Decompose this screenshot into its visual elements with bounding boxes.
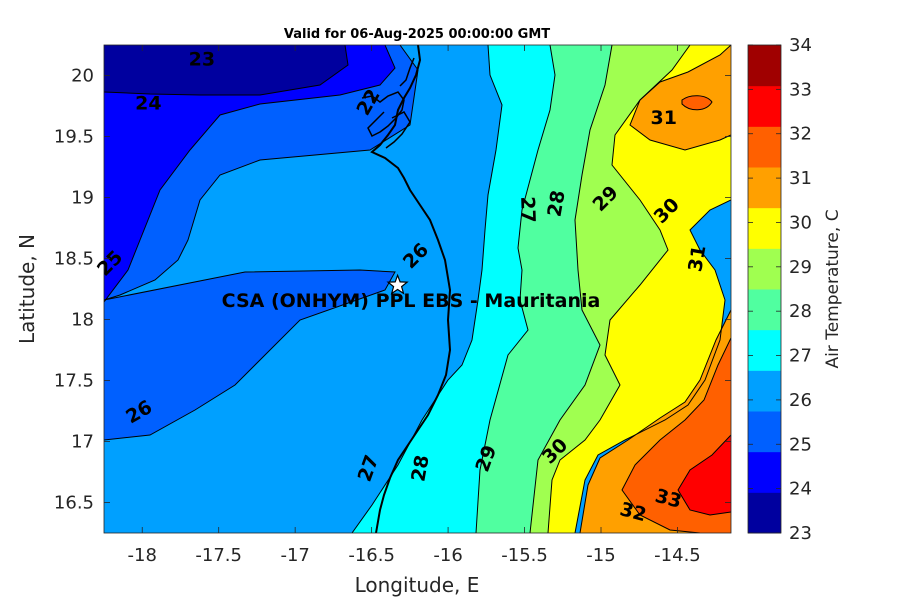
band-27-28 (352, 45, 555, 533)
colorbar-tick-label: 32 (789, 124, 812, 145)
x-tick-label: -16.5 (348, 545, 395, 566)
colorbar-tick-label: 34 (789, 35, 812, 56)
band-30-31 (548, 45, 731, 533)
colorbar-tick-label: 27 (789, 346, 812, 367)
colorbar-tick-label: 28 (789, 301, 812, 322)
band-33-34 (678, 435, 731, 515)
x-tick-label: -14.5 (654, 545, 701, 566)
band-28-29 (476, 45, 612, 533)
y-tick-label: 17 (71, 432, 94, 453)
band-29-30 (530, 45, 690, 533)
colorbar-swatch (748, 85, 781, 127)
y-tick-label: 19.5 (54, 127, 94, 148)
colorbar-tick-label: 23 (789, 523, 812, 544)
map-title: Valid for 06-Aug-2025 00:00:00 GMT (284, 27, 550, 42)
x-tick-label: -15 (586, 545, 615, 566)
contour-label: 31 (684, 244, 710, 274)
colorbar-frame (747, 44, 782, 534)
colorbar-tick-label: 26 (789, 390, 812, 411)
colorbar-tick-label: 33 (789, 79, 812, 100)
colorbar-swatch (748, 248, 781, 290)
contour-lines (104, 45, 731, 533)
colorbar-swatch (748, 492, 781, 534)
colorbar-swatch (748, 411, 781, 453)
band-25-26-south (104, 270, 395, 440)
star-icon (386, 273, 409, 295)
x-tick-label: -15.5 (501, 545, 548, 566)
band-32-33 (682, 95, 712, 110)
band-24-25 (104, 45, 395, 302)
colorbar-label: Air Temperature, C (823, 209, 843, 368)
coastline (370, 45, 452, 533)
band-31-32 (630, 45, 731, 150)
colorbar-swatch (748, 329, 781, 371)
x-axis-ticks: -18 -17.5 -17 -16.5 -16 -15.5 -15 -14.5 (128, 45, 701, 566)
colorbar-swatch (748, 370, 781, 412)
colorbar-tick-label: 25 (789, 434, 812, 455)
colorbar-tick-label: 24 (789, 479, 812, 500)
colorbar-tick-label: 29 (789, 257, 812, 278)
y-axis-label: Latitude, N (15, 234, 39, 344)
colorbar-swatch (748, 207, 781, 249)
contour-label: 28 (407, 453, 433, 483)
site-label: CSA (ONHYM) PPL EBS - Mauritania (222, 290, 601, 312)
x-tick-label: -17 (280, 545, 309, 566)
y-tick-label: 19 (71, 188, 94, 209)
colorbar-swatch (748, 45, 781, 87)
colorbar-tick-label: 31 (789, 168, 812, 189)
contour-fill (104, 45, 731, 533)
colorbar-swatch (748, 289, 781, 331)
x-tick-label: -18 (128, 545, 157, 566)
contour-label: 23 (189, 49, 215, 71)
colorbar-swatch (748, 126, 781, 168)
contour-label: 27 (516, 196, 539, 223)
x-tick-label: -17.5 (195, 545, 242, 566)
y-tick-label: 17.5 (54, 371, 94, 392)
colorbar-swatch (748, 451, 781, 493)
colorbar-swatch (748, 167, 781, 209)
contour-label: 31 (650, 107, 676, 129)
map-axes-frame (103, 44, 732, 534)
band-23-24 (104, 45, 348, 95)
colorbar: 23 24 25 26 27 28 29 30 31 32 33 34 (747, 35, 812, 544)
y-tick-label: 18.5 (54, 249, 94, 270)
island-outline (361, 57, 415, 149)
x-axis-label: Longitude, E (355, 573, 480, 597)
y-tick-label: 20 (71, 66, 94, 87)
y-axis-ticks: 16.5 17 17.5 18 18.5 19 19.5 20 (54, 66, 731, 514)
y-tick-label: 18 (71, 310, 94, 331)
contour-label: 28 (544, 189, 570, 219)
colorbar-tick-label: 30 (789, 212, 812, 233)
x-tick-label: -16 (433, 545, 462, 566)
y-tick-label: 16.5 (54, 493, 94, 514)
contour-label: 24 (135, 93, 161, 115)
